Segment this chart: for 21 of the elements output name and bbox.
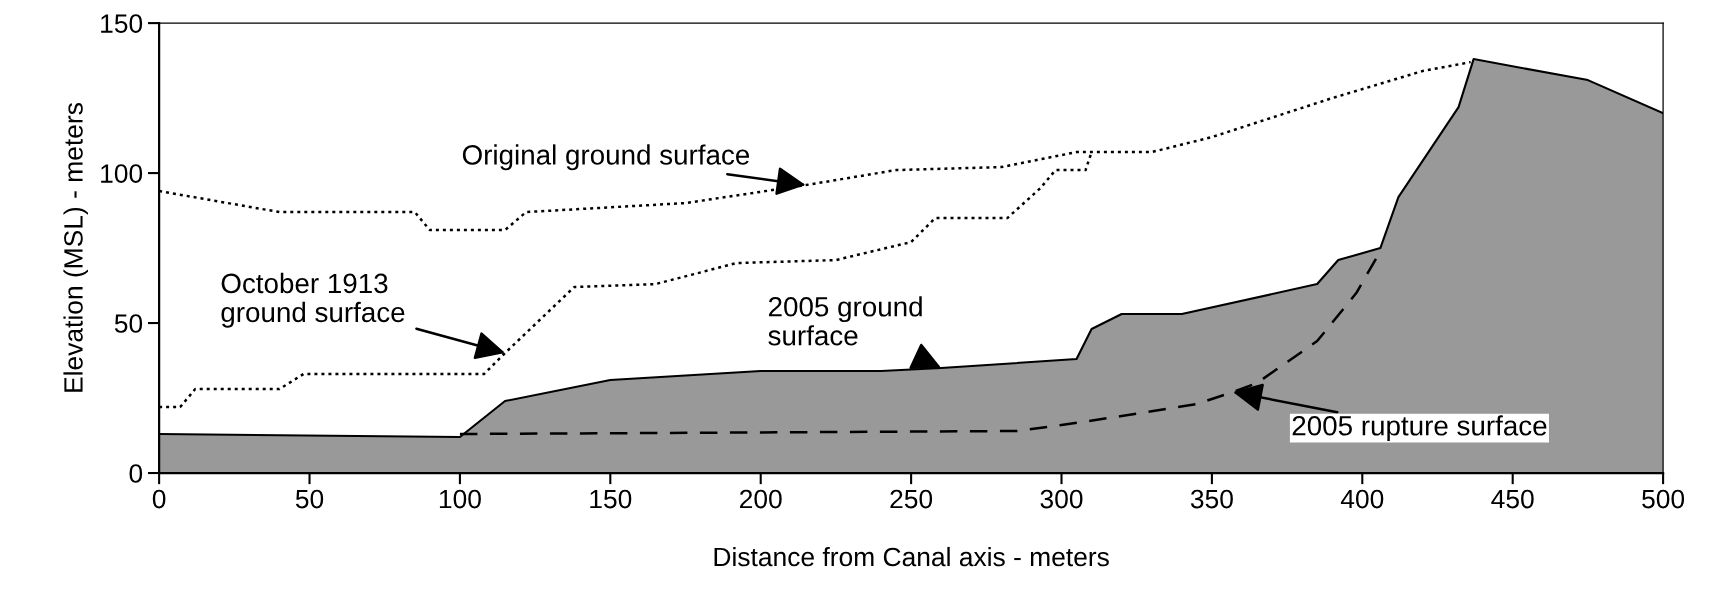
y-tick-label: 150 xyxy=(101,14,143,33)
y-tick-label: 50 xyxy=(114,314,143,333)
y-axis-title: Elevation (MSL) - meters xyxy=(63,103,88,392)
annotation: 2005 rupture surface xyxy=(1292,415,1547,442)
x-axis-title: Distance from Canal axis - meters xyxy=(714,546,1109,567)
x-tick-label: 450 xyxy=(1491,489,1534,509)
x-tick-label: 500 xyxy=(1642,489,1685,509)
x-tick-label: 400 xyxy=(1340,489,1384,509)
x-tick-label: 150 xyxy=(590,489,632,509)
x-tick-label: 300 xyxy=(1040,489,1083,509)
y-tick-label: 100 xyxy=(101,164,143,183)
x-tick-label: 50 xyxy=(295,489,324,509)
y-tick-label: 0 xyxy=(129,464,143,483)
annotation: October 1913 ground surface xyxy=(221,272,405,328)
x-tick-label: 0 xyxy=(152,489,166,509)
x-tick-label: 200 xyxy=(740,489,782,509)
x-tick-label: 250 xyxy=(890,489,933,509)
annotation: Original ground surface xyxy=(462,144,750,171)
annotation: 2005 ground surface xyxy=(768,296,922,346)
x-tick-label: 350 xyxy=(1190,489,1233,509)
x-tick-label: 100 xyxy=(439,489,481,509)
